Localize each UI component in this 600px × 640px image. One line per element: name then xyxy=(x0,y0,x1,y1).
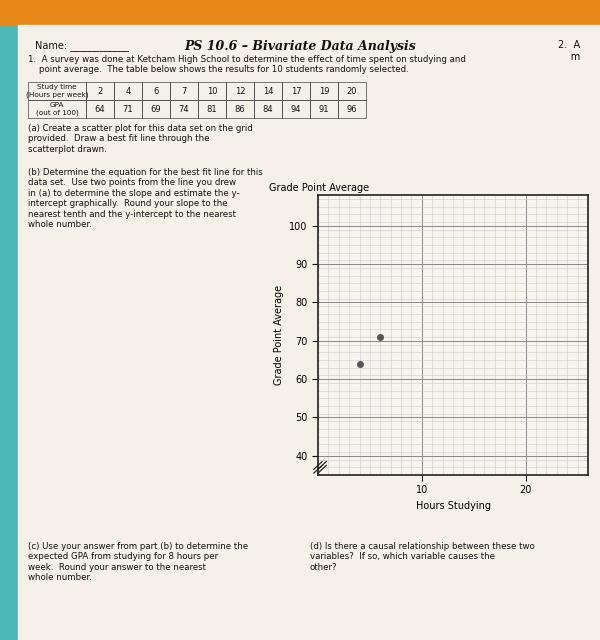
Text: 86: 86 xyxy=(235,104,245,113)
Text: 2.  A
      m: 2. A m xyxy=(552,40,580,61)
Text: Study time
(Hours per week): Study time (Hours per week) xyxy=(26,84,88,98)
Bar xyxy=(310,82,338,100)
Text: 4: 4 xyxy=(125,86,131,95)
Bar xyxy=(142,100,170,118)
Text: 2: 2 xyxy=(97,86,103,95)
Text: PS 10.6 – Bivariate Data Analysis: PS 10.6 – Bivariate Data Analysis xyxy=(184,40,416,53)
Bar xyxy=(86,100,114,118)
Bar xyxy=(0,0,600,25)
Bar xyxy=(282,100,310,118)
Bar xyxy=(282,82,310,100)
Text: 10: 10 xyxy=(207,86,217,95)
Text: 84: 84 xyxy=(263,104,274,113)
Text: (b) Determine the equation for the best fit line for this
data set.  Use two poi: (b) Determine the equation for the best … xyxy=(28,168,263,229)
Text: 20: 20 xyxy=(347,86,357,95)
Bar xyxy=(114,82,142,100)
Bar xyxy=(254,100,282,118)
Bar xyxy=(338,82,366,100)
Text: 7: 7 xyxy=(181,86,187,95)
Text: 64: 64 xyxy=(95,104,106,113)
Bar xyxy=(28,100,86,118)
Bar xyxy=(338,100,366,118)
Text: 1.  A survey was done at Ketcham High School to determine the effect of time spe: 1. A survey was done at Ketcham High Sch… xyxy=(28,55,466,74)
Text: 71: 71 xyxy=(122,104,133,113)
Text: 17: 17 xyxy=(290,86,301,95)
Text: 14: 14 xyxy=(263,86,273,95)
Text: 94: 94 xyxy=(291,104,301,113)
Bar xyxy=(198,100,226,118)
Bar xyxy=(0,0,18,640)
Text: 74: 74 xyxy=(179,104,190,113)
Bar xyxy=(170,82,198,100)
Text: GPA
(out of 100): GPA (out of 100) xyxy=(35,102,79,116)
Bar xyxy=(86,82,114,100)
Text: (d) Is there a causal relationship between these two
variables?  If so, which va: (d) Is there a causal relationship betwe… xyxy=(310,542,535,572)
Text: 69: 69 xyxy=(151,104,161,113)
Text: (c) Use your answer from part (b) to determine the
expected GPA from studying fo: (c) Use your answer from part (b) to det… xyxy=(28,542,248,582)
Bar xyxy=(198,82,226,100)
Bar xyxy=(114,100,142,118)
Text: 6: 6 xyxy=(154,86,158,95)
Text: 81: 81 xyxy=(206,104,217,113)
Text: 96: 96 xyxy=(347,104,358,113)
Bar xyxy=(254,82,282,100)
X-axis label: Hours Studying: Hours Studying xyxy=(415,501,491,511)
Bar xyxy=(226,82,254,100)
Bar xyxy=(142,82,170,100)
Bar xyxy=(310,100,338,118)
Text: Name: ____________: Name: ____________ xyxy=(35,40,129,51)
Bar xyxy=(28,82,86,100)
Bar xyxy=(226,100,254,118)
Text: 91: 91 xyxy=(319,104,329,113)
Y-axis label: Grade Point Average: Grade Point Average xyxy=(274,285,284,385)
Text: 19: 19 xyxy=(319,86,329,95)
Bar xyxy=(170,100,198,118)
Text: 12: 12 xyxy=(235,86,245,95)
Text: (a) Create a scatter plot for this data set on the grid
provided.  Draw a best f: (a) Create a scatter plot for this data … xyxy=(28,124,253,154)
Text: Grade Point Average: Grade Point Average xyxy=(269,183,370,193)
